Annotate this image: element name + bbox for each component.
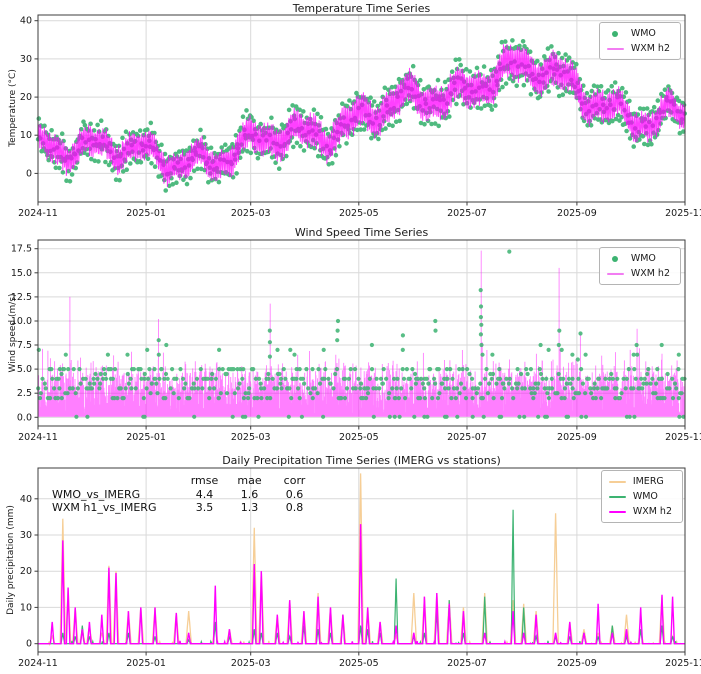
svg-text:15.0: 15.0: [11, 268, 32, 279]
svg-text:2025-09: 2025-09: [557, 208, 597, 219]
svg-text:2025-01: 2025-01: [126, 658, 166, 669]
svg-text:7.5: 7.5: [17, 340, 32, 351]
svg-text:40: 40: [20, 16, 32, 27]
svg-text:2025-09: 2025-09: [557, 658, 597, 669]
svg-text:2024-11: 2024-11: [18, 658, 58, 669]
svg-text:0: 0: [26, 168, 32, 179]
precipitation-chart-title: Daily Precipitation Time Series (IMERG v…: [222, 454, 501, 467]
svg-text:2024-11: 2024-11: [18, 432, 58, 443]
legend-item-wmo: WMO: [607, 253, 670, 264]
temperature-y-axis-label: Temperature (°C): [8, 69, 18, 147]
svg-text:2025-03: 2025-03: [231, 208, 271, 219]
stats-row-wxm-h1-vs-imerg: WXM h1_vs_IMERG 3.5 1.3 0.8: [52, 501, 317, 515]
wind-speed-y-axis-label: Wind speed (m/s): [8, 293, 18, 373]
legend-label: WMO: [632, 491, 658, 502]
svg-text:2025-07: 2025-07: [447, 658, 487, 669]
wmo-line-swatch-icon: [608, 495, 626, 498]
svg-text:2025-09: 2025-09: [557, 432, 597, 443]
precipitation-y-axis-label: Daily precipitation (mm): [6, 505, 16, 615]
svg-text:17.5: 17.5: [11, 244, 32, 255]
stats-mae-value: 1.3: [240, 501, 259, 514]
wmo-dot-swatch-icon: [612, 255, 619, 262]
stats-mae-value: 1.6: [240, 487, 259, 501]
precipitation-chart: 0 10 20 30 40 2024-11 2025-01 2025-03 2025-05 202…: [0, 450, 701, 674]
stats-row-label: WXM h1_vs_IMERG: [52, 501, 157, 514]
stats-header-row: rmse mae corr: [52, 474, 317, 488]
stats-corr-value: 0.6: [285, 487, 304, 501]
legend-item-wxm-h2: WXM h2: [606, 268, 670, 279]
svg-text:2025-03: 2025-03: [231, 432, 271, 443]
svg-text:2025-11: 2025-11: [665, 208, 701, 219]
svg-text:30: 30: [20, 54, 32, 65]
wind-speed-plot-canvas: 0.0 2.5 5.0 7.5 10.0 12.5 15.0 17.5 2024-11 2025-…: [11, 239, 701, 443]
precipitation-plot-canvas: 0 10 20 30 40 2024-11 2025-01 2025-03 2025-05 202…: [18, 467, 701, 669]
temperature-legend: WMO WXM h2: [598, 22, 681, 60]
legend-label: IMERG: [632, 476, 664, 487]
svg-text:5.0: 5.0: [17, 364, 32, 375]
svg-text:10: 10: [20, 602, 32, 613]
stats-header-spacer: [52, 474, 182, 488]
svg-text:2024-11: 2024-11: [18, 208, 58, 219]
legend-item-imerg: IMERG: [608, 476, 672, 487]
stats-row-label: WMO_vs_IMERG: [52, 487, 141, 501]
imerg-line-swatch-icon: [608, 480, 626, 483]
svg-text:12.5: 12.5: [11, 292, 32, 303]
svg-text:2025-05: 2025-05: [339, 208, 379, 219]
stats-row-wmo-vs-imerg: WMO_vs_IMERG 4.4 1.6 0.6: [52, 488, 317, 502]
stats-table: rmse mae corr WMO_vs_IMERG 4.4 1.6 0.6 W…: [52, 474, 317, 515]
legend-item-wxm-h2: WXM h2: [608, 506, 672, 517]
legend-item-wxm-h2: WXM h2: [606, 43, 670, 54]
svg-text:2.5: 2.5: [17, 388, 32, 399]
stats-header-corr: corr: [283, 474, 306, 487]
wind-speed-chart-title: Wind Speed Time Series: [294, 226, 429, 239]
svg-text:40: 40: [20, 494, 32, 505]
precipitation-legend: IMERG WMO WXM h2: [600, 470, 683, 523]
svg-text:2025-03: 2025-03: [231, 658, 271, 669]
stats-header-rmse: rmse: [190, 474, 219, 487]
legend-label: WMO: [630, 28, 656, 39]
stats-header-mae: mae: [237, 474, 262, 487]
svg-text:2025-05: 2025-05: [339, 658, 379, 669]
wxm-line-swatch-icon: [606, 47, 624, 50]
svg-text:2025-11: 2025-11: [665, 658, 701, 669]
svg-text:2025-05: 2025-05: [339, 432, 379, 443]
svg-text:0.0: 0.0: [17, 412, 32, 423]
temperature-chart: 0 10 20 30 40 2024-11 2025-01 2025-03 2025-05 202…: [0, 0, 701, 222]
wind-speed-chart: 0.0 2.5 5.0 7.5 10.0 12.5 15.0 17.5 2024-11 2025-…: [0, 222, 701, 450]
wxm-line-swatch-icon: [608, 510, 626, 513]
svg-text:2025-01: 2025-01: [126, 208, 166, 219]
legend-item-wmo: WMO: [607, 28, 670, 39]
wind-speed-legend: WMO WXM h2: [598, 247, 681, 285]
svg-text:2025-07: 2025-07: [447, 432, 487, 443]
svg-text:10: 10: [20, 130, 32, 141]
svg-text:10.0: 10.0: [11, 316, 32, 327]
legend-label: WMO: [630, 253, 656, 264]
legend-label: WXM h2: [630, 43, 670, 54]
svg-text:20: 20: [20, 566, 32, 577]
svg-text:2025-07: 2025-07: [447, 208, 487, 219]
stats-rmse-value: 4.4: [195, 487, 214, 501]
stats-corr-value: 0.8: [285, 501, 304, 514]
svg-text:30: 30: [20, 530, 32, 541]
temperature-chart-title: Temperature Time Series: [292, 2, 431, 15]
wmo-dot-swatch-icon: [612, 30, 619, 37]
svg-text:2025-01: 2025-01: [126, 432, 166, 443]
legend-label: WXM h2: [632, 506, 672, 517]
temperature-plot-canvas: 0 10 20 30 40 2024-11 2025-01 2025-03 2025-05 202…: [18, 14, 701, 219]
wxm-line-swatch-icon: [606, 272, 624, 275]
svg-text:0: 0: [26, 639, 32, 650]
stats-rmse-value: 3.5: [195, 501, 214, 514]
svg-text:20: 20: [20, 92, 32, 103]
legend-item-wmo: WMO: [608, 491, 672, 502]
legend-label: WXM h2: [630, 268, 670, 279]
svg-text:2025-11: 2025-11: [665, 432, 701, 443]
